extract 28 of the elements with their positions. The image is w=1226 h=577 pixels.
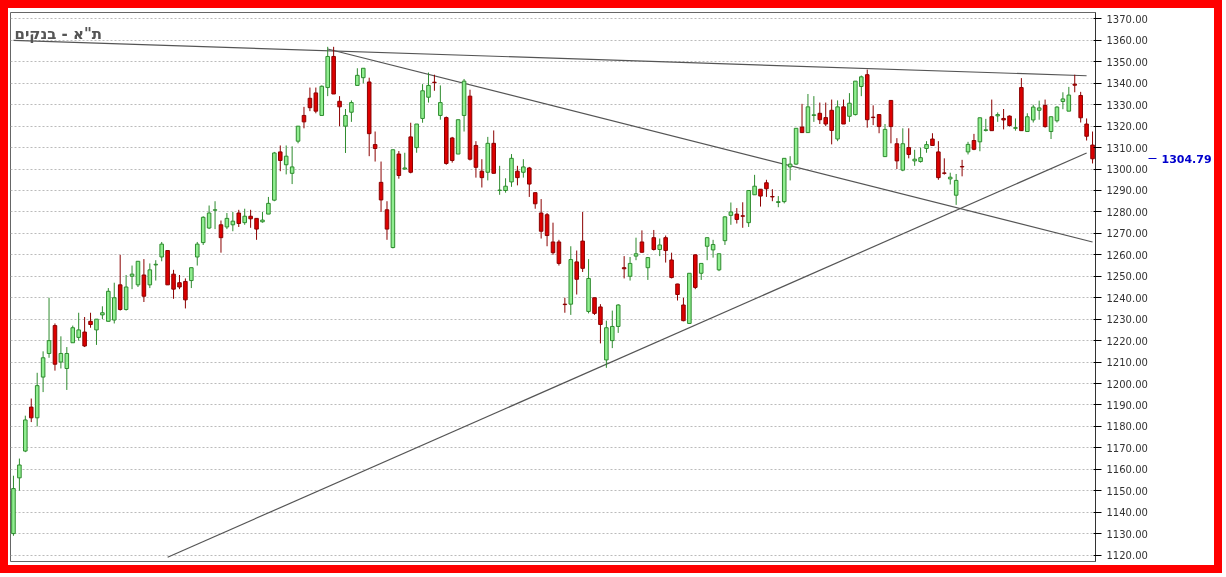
y-tick-label: 1350.00 [1106, 56, 1148, 68]
y-tick-label: 1140.00 [1106, 507, 1148, 519]
y-tick-label: 1220.00 [1106, 335, 1148, 347]
y-tick-label: 1340.00 [1106, 78, 1148, 90]
y-tick-label: 1370.00 [1106, 13, 1148, 25]
y-tick-label: 1160.00 [1106, 464, 1148, 476]
y-tick-label: 1290.00 [1106, 185, 1148, 197]
y-tick-label: 1360.00 [1106, 35, 1148, 47]
y-tick-label: 1170.00 [1106, 442, 1148, 454]
y-tick-label: 1150.00 [1106, 485, 1148, 497]
y-tick-label: 1260.00 [1106, 249, 1148, 261]
text: ת"א - בנקים [14, 24, 103, 43]
y-tick-label: 1300.00 [1106, 164, 1148, 176]
y-tick-label: 1250.00 [1106, 271, 1148, 283]
text: 1304.79 [1161, 152, 1212, 166]
y-tick-label: 1240.00 [1106, 292, 1148, 304]
y-tick-label: 1120.00 [1106, 550, 1148, 562]
y-tick-label: 1280.00 [1106, 206, 1148, 218]
y-tick-label: 1180.00 [1106, 421, 1148, 433]
y-tick-label: 1330.00 [1106, 99, 1148, 111]
y-tick-label: 1320.00 [1106, 121, 1148, 133]
y-tick-label: 1130.00 [1106, 528, 1148, 540]
y-tick-label: 1200.00 [1106, 378, 1148, 390]
y-tick-label: 1210.00 [1106, 357, 1148, 369]
y-tick-label: 1310.00 [1106, 142, 1148, 154]
y-tick-label: 1270.00 [1106, 228, 1148, 240]
y-tick-label: 1190.00 [1106, 399, 1148, 411]
y-tick-label: 1230.00 [1106, 314, 1148, 326]
